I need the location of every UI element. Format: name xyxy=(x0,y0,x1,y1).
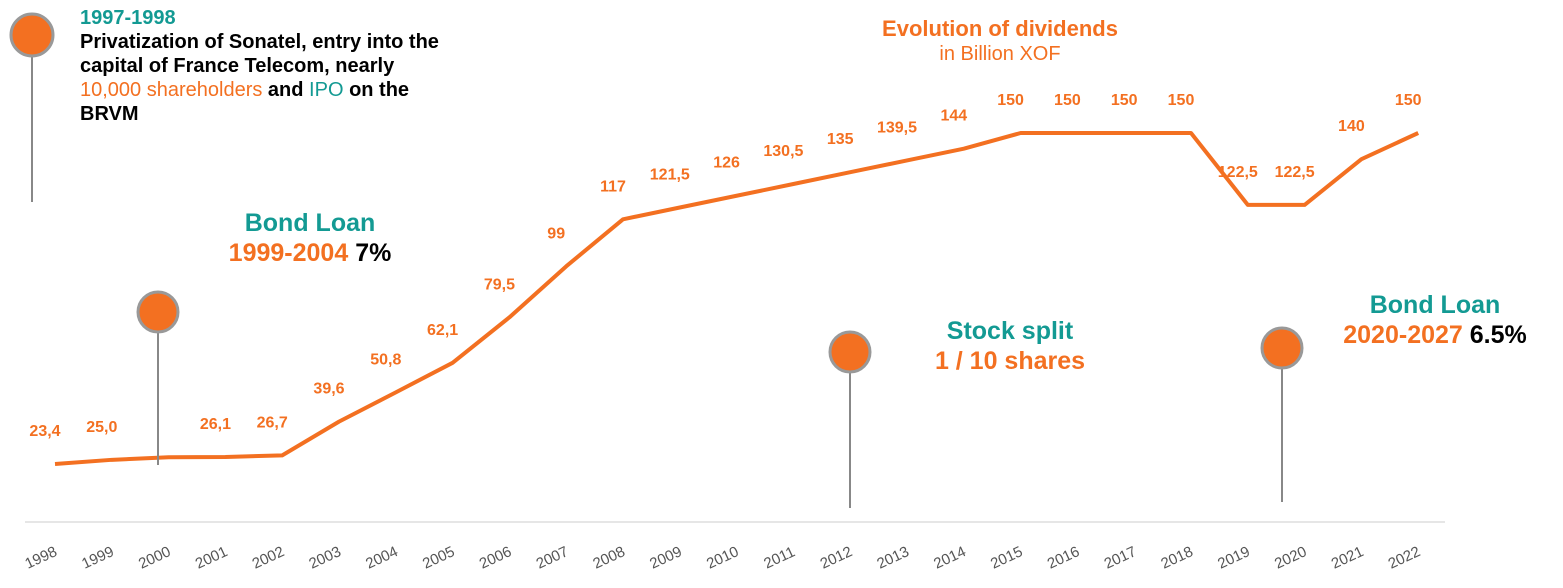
annotation: Bond Loan 1999-2004 7% xyxy=(190,208,430,268)
value-label: 150 xyxy=(997,92,1024,109)
marks: 1998 1999 2000 2001 2002 2003 2004 2005 2006 2007… xyxy=(22,92,1423,573)
x-tick-label: 2008 xyxy=(590,543,627,573)
value-label: 126 xyxy=(713,155,740,172)
value-label: 139,5 xyxy=(877,119,917,136)
x-tick-label: 1999 xyxy=(79,543,116,573)
x-tick-label: 2012 xyxy=(818,543,855,573)
x-tick-label: 2018 xyxy=(1158,543,1195,573)
value-label: 26,7 xyxy=(257,414,288,431)
value-label: 99 xyxy=(547,225,565,242)
x-tick-label: 1998 xyxy=(22,543,59,573)
value-label: 23,4 xyxy=(29,423,60,440)
annotation-text: Privatization of Sonatel, entry into the… xyxy=(80,30,440,126)
annotation-period: 1999-2004 xyxy=(228,239,349,267)
value-label: 25,0 xyxy=(86,419,117,436)
value-label: 144 xyxy=(940,108,967,125)
x-tick-label: 2005 xyxy=(420,543,457,573)
value-label: 122,5 xyxy=(1218,164,1258,181)
text: Privatization of Sonatel, entry into the… xyxy=(80,31,439,77)
value-label: 150 xyxy=(1111,92,1138,109)
x-tick-label: 2002 xyxy=(250,543,287,573)
chart-title: Evolution of dividends xyxy=(882,16,1118,41)
text: 10,000 shareholders xyxy=(80,79,263,101)
pin-head xyxy=(1260,326,1304,370)
annotation: Bond Loan 2020-2027 6.5% xyxy=(1310,290,1560,350)
title-block: Evolution of dividends in Billion XOF xyxy=(850,16,1150,66)
value-label: 121,5 xyxy=(650,167,690,184)
value-label: 39,6 xyxy=(313,381,344,398)
annotation-rate: 7% xyxy=(355,239,392,267)
pin-head xyxy=(136,290,180,334)
value-label: 130,5 xyxy=(763,143,803,160)
annotation: 1997-1998 Privatization of Sonatel, entr… xyxy=(80,6,440,126)
x-tick-label: 2017 xyxy=(1102,543,1139,573)
value-label: 150 xyxy=(1395,92,1422,109)
annotation-title: Bond Loan xyxy=(1369,291,1501,319)
x-tick-label: 2013 xyxy=(874,543,911,573)
text: IPO xyxy=(309,79,344,101)
value-label: 26,1 xyxy=(200,416,231,433)
value-label: 140 xyxy=(1338,118,1365,135)
x-tick-label: 2003 xyxy=(306,543,343,573)
value-label: 122,5 xyxy=(1275,164,1315,181)
value-label: 150 xyxy=(1054,92,1081,109)
x-tick-label: 2000 xyxy=(136,543,173,573)
x-tick-label: 2004 xyxy=(363,543,400,573)
annotation-period: 2020-2027 xyxy=(1343,321,1463,349)
annotation-rate: 6.5% xyxy=(1469,321,1527,349)
x-tick-label: 2011 xyxy=(761,543,797,572)
annotation-title: 1997-1998 xyxy=(80,7,176,29)
value-label: 135 xyxy=(827,131,854,148)
annotation-text: 1 / 10 shares xyxy=(934,347,1086,375)
x-tick-label: 2019 xyxy=(1215,543,1252,573)
x-tick-label: 2001 xyxy=(193,543,230,573)
x-tick-label: 2014 xyxy=(931,543,968,573)
x-tick-label: 2007 xyxy=(534,543,571,573)
x-tick-label: 2020 xyxy=(1272,543,1309,573)
x-tick-label: 2022 xyxy=(1386,543,1423,573)
value-label: 62,1 xyxy=(427,322,458,339)
x-tick-label: 2006 xyxy=(477,543,514,573)
pin-head xyxy=(828,330,872,374)
value-label: 50,8 xyxy=(370,351,401,368)
text: on the BRVM xyxy=(80,79,410,125)
annotation-title: Bond Loan xyxy=(244,209,376,237)
x-tick-label: 2021 xyxy=(1329,543,1366,573)
value-label: 117 xyxy=(600,178,626,195)
chart-subtitle: in Billion XOF xyxy=(939,43,1061,66)
x-tick-label: 2009 xyxy=(647,543,684,573)
x-tick-label: 2010 xyxy=(704,543,741,573)
pins xyxy=(9,12,1304,508)
x-tick-label: 2016 xyxy=(1045,543,1082,573)
value-label: 79,5 xyxy=(484,276,515,293)
value-label: 150 xyxy=(1168,92,1195,109)
annotation-title: Stock split xyxy=(946,317,1074,345)
pin-head xyxy=(9,12,55,58)
data-line xyxy=(54,131,1420,466)
x-tick-label: 2015 xyxy=(988,543,1025,573)
text: and xyxy=(267,79,304,101)
annotation: Stock split 1 / 10 shares xyxy=(890,316,1130,376)
